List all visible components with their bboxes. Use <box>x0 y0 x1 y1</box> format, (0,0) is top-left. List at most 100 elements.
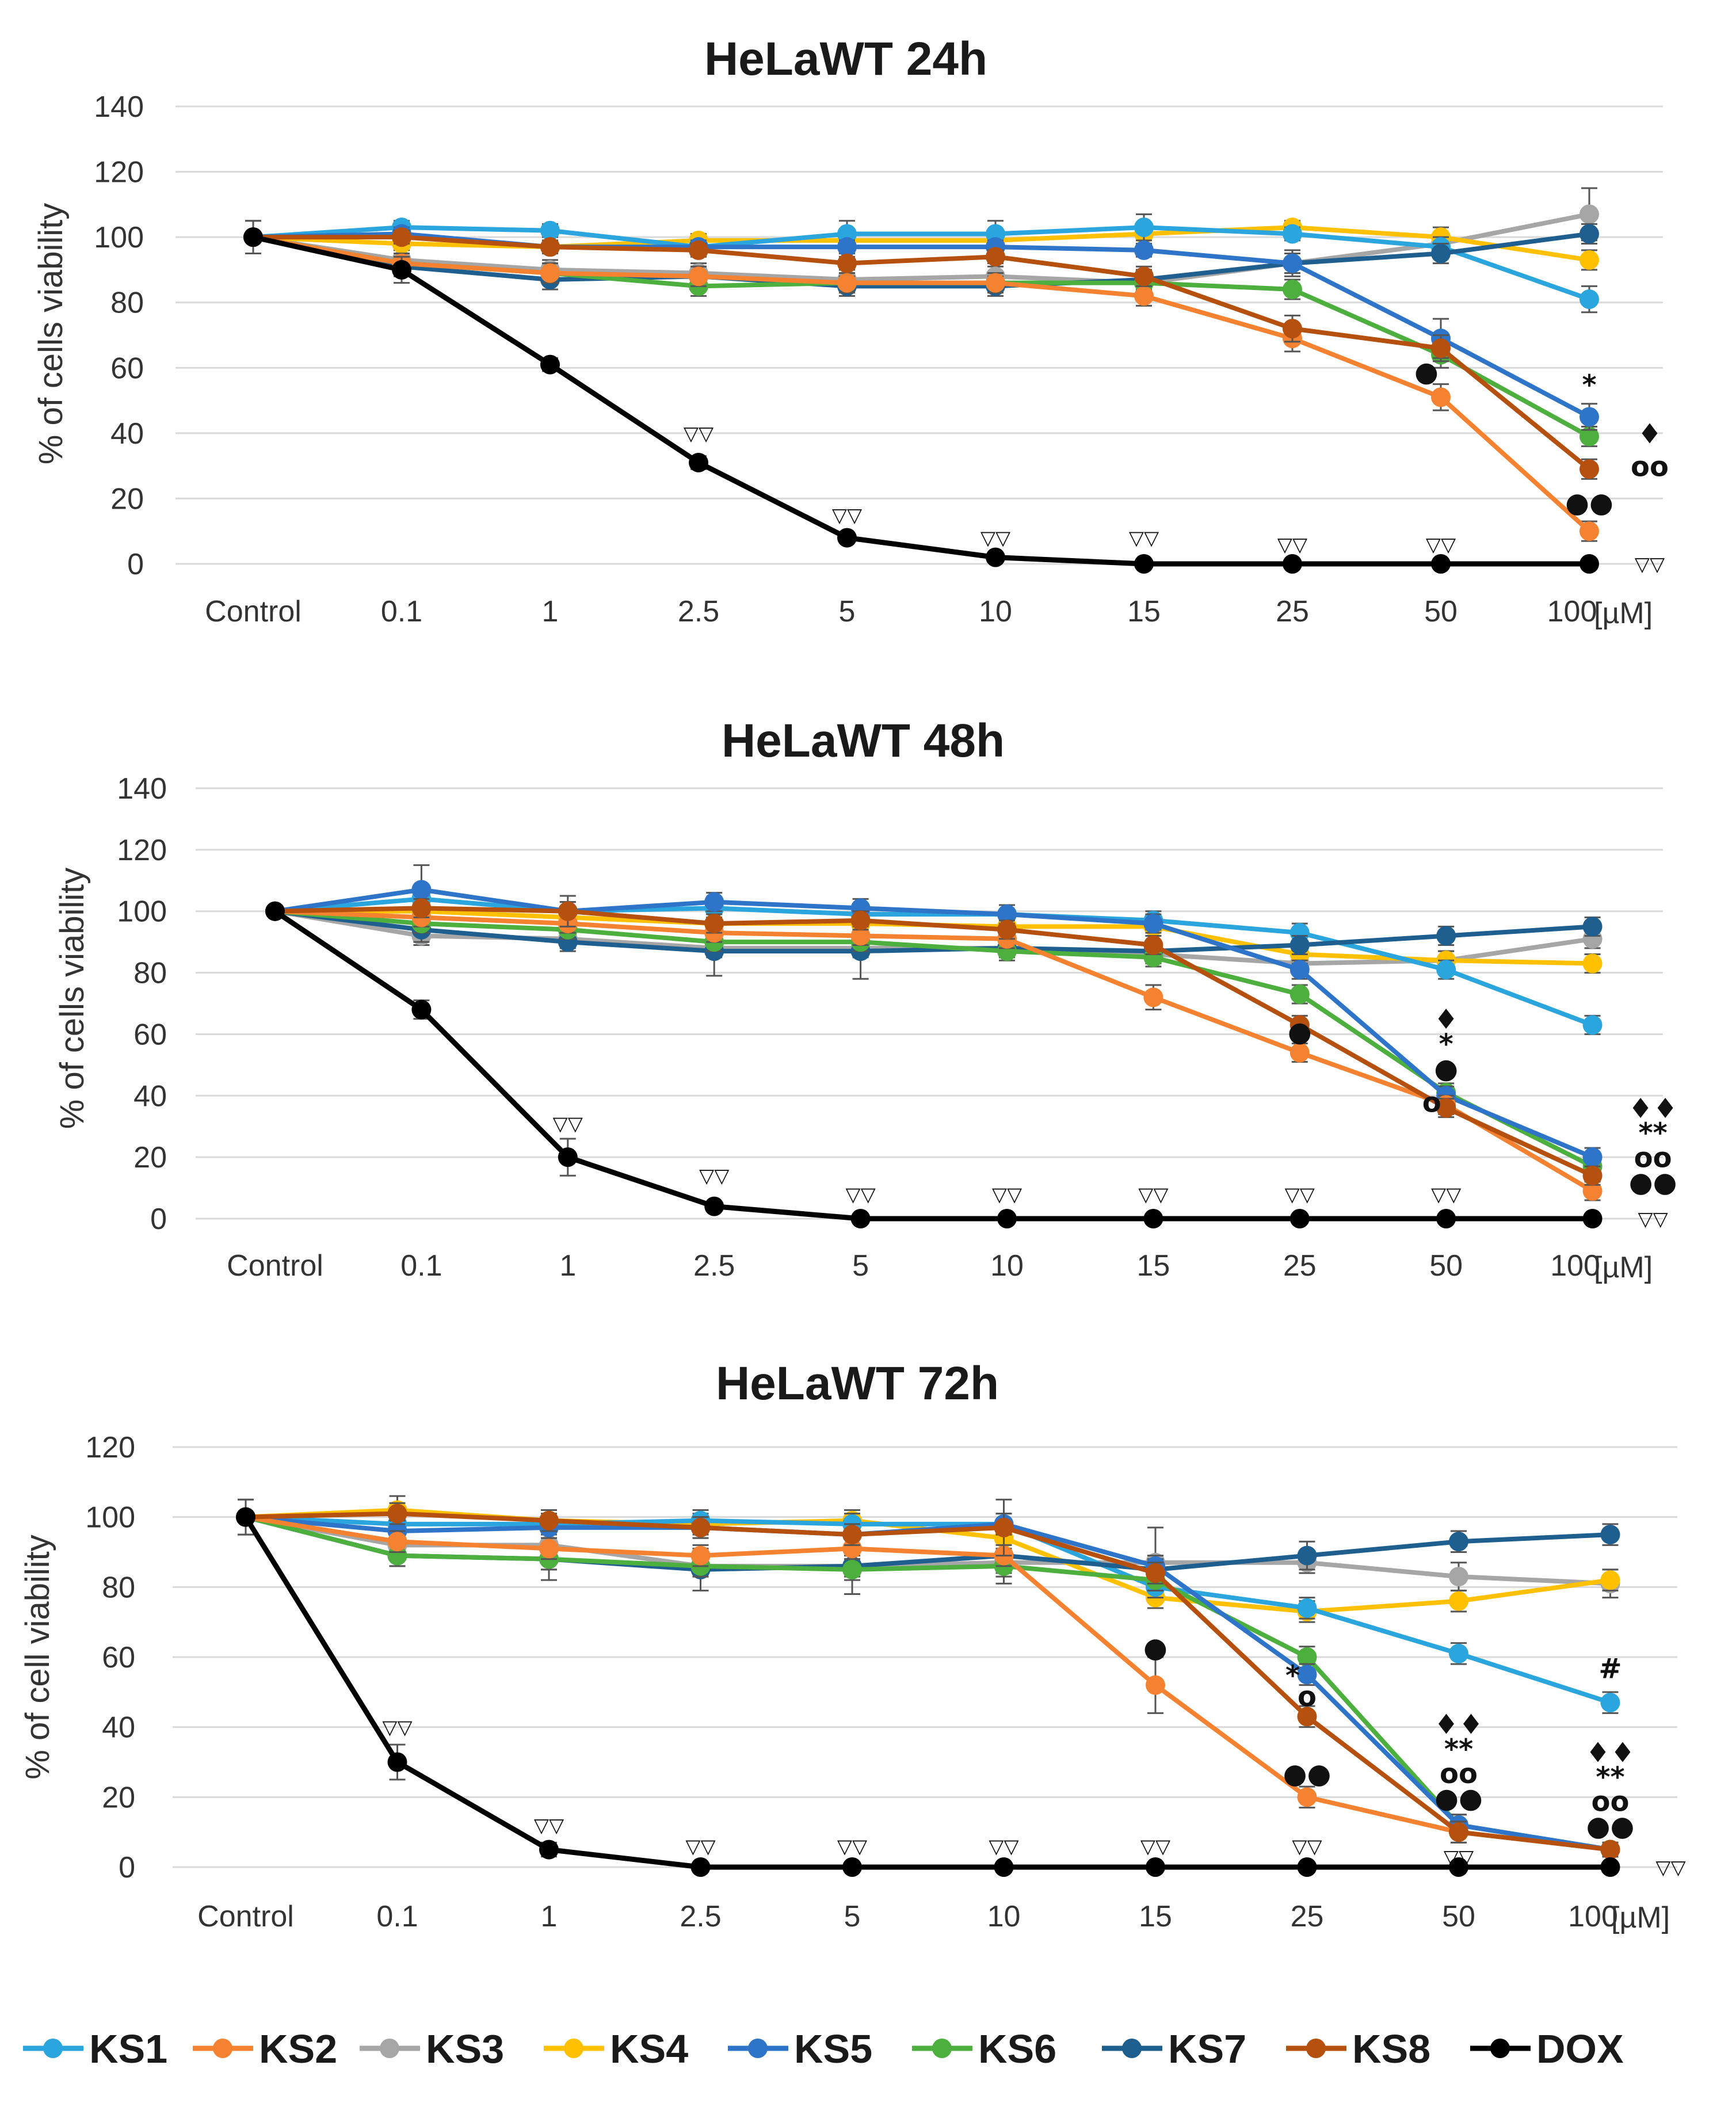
data-point <box>1297 1857 1317 1877</box>
data-point <box>1297 1598 1317 1618</box>
data-point <box>558 901 578 921</box>
data-point <box>1431 338 1451 358</box>
data-point <box>1146 1675 1165 1695</box>
legend-item-ks6: KS6 <box>912 2026 1056 2071</box>
legend-item-ks3: KS3 <box>360 2026 504 2071</box>
x-tick-label: Control <box>197 1900 294 1933</box>
y-tick-label: 0 <box>127 548 144 581</box>
x-tick-label: 2.5 <box>680 1900 721 1933</box>
data-point <box>1600 1857 1620 1877</box>
data-point <box>1289 1209 1310 1228</box>
data-point <box>1134 266 1154 287</box>
data-point <box>411 898 432 918</box>
series-line <box>253 231 1590 289</box>
data-point <box>411 999 432 1020</box>
data-point <box>1431 554 1451 574</box>
x-tick-label: 10 <box>987 1900 1021 1933</box>
annotation-mark: ▽▽ <box>553 1112 583 1135</box>
data-point <box>1143 987 1163 1007</box>
data-point <box>1146 1857 1165 1877</box>
data-point <box>1143 914 1163 934</box>
data-point <box>1283 224 1302 244</box>
data-point <box>1134 286 1154 306</box>
annotation-mark: * <box>1582 369 1596 401</box>
legend-label: KS7 <box>1168 2026 1246 2071</box>
data-point <box>837 528 857 548</box>
annotation-mark: ● <box>1414 356 1439 388</box>
annotation-mark: ▽▽ <box>1129 527 1159 550</box>
y-tick-label: 60 <box>102 1641 135 1674</box>
y-tick-label: 60 <box>110 352 144 385</box>
legend-swatch-marker <box>213 2039 232 2058</box>
y-tick-label: 120 <box>117 834 167 867</box>
y-tick-label: 20 <box>110 482 144 516</box>
data-point <box>1600 1525 1620 1545</box>
x-tick-label: 100 <box>1547 595 1597 628</box>
legend-item-ks4: KS4 <box>544 2026 688 2071</box>
data-point <box>1582 1166 1603 1186</box>
data-point <box>704 1196 724 1216</box>
data-point <box>1297 1545 1317 1566</box>
series-line <box>274 896 1594 1028</box>
annotation-mark: ♦ <box>1434 1003 1459 1036</box>
annotation-mark: ▽▽ <box>684 422 714 445</box>
series-ks8 <box>243 227 1599 480</box>
x-tick-label: 50 <box>1429 1249 1463 1283</box>
annotation-mark: ▽▽ <box>1285 1183 1315 1206</box>
data-point <box>1143 1209 1163 1228</box>
legend: KS1 KS2 KS3 KS4 KS5 KS6 KS7 KS8 DOX <box>23 2026 1624 2071</box>
x-tick-label: 1 <box>542 595 559 628</box>
annotation-mark: ** <box>1638 1117 1667 1150</box>
data-point <box>392 227 411 247</box>
y-tick-label: 80 <box>133 957 167 990</box>
x-tick-label: 100 <box>1550 1249 1600 1283</box>
legend-swatch-marker <box>380 2039 399 2058</box>
x-tick-label: 15 <box>1139 1900 1172 1933</box>
series-line <box>274 909 1594 1193</box>
significance-annotations: ▽▽ ▽▽ ▽▽ ▽▽ ▽▽ ▽▽ ▽▽ ● * ♦oo ●● <box>684 356 1669 576</box>
series-line <box>253 225 1590 301</box>
annotation-mark: ● <box>1288 1016 1312 1048</box>
series-line <box>274 909 1593 954</box>
x-tick-label: 15 <box>1127 595 1161 628</box>
data-point <box>1449 1567 1468 1587</box>
data-point <box>837 273 857 293</box>
data-point <box>265 901 285 921</box>
data-point <box>1436 1098 1456 1118</box>
unit-label: [µM] <box>1594 597 1653 630</box>
annotation-mark: o <box>1298 1681 1317 1713</box>
x-tick-label: 25 <box>1291 1900 1324 1933</box>
data-point <box>997 904 1017 925</box>
legend-item-ks1: KS1 <box>23 2026 167 2071</box>
x-tick-label: 100 <box>1568 1900 1618 1933</box>
data-point <box>1449 1822 1468 1842</box>
annotation-mark: ●● <box>1586 1810 1635 1842</box>
x-tick-label: 10 <box>990 1249 1024 1283</box>
data-point <box>236 1507 255 1527</box>
annotation-mark: ▽▽ <box>1426 533 1456 556</box>
data-point <box>387 1545 407 1566</box>
series-ks5 <box>265 864 1603 1167</box>
y-tick-label: 100 <box>117 895 167 929</box>
annotation-mark: ▽▽ <box>837 1835 868 1858</box>
data-point <box>1449 1857 1468 1877</box>
data-point <box>1134 554 1154 574</box>
annotation-mark: * <box>1439 1028 1453 1060</box>
annotation-mark: ▽▽ <box>1292 1835 1322 1858</box>
y-tick-label: 40 <box>110 417 144 451</box>
legend-item-ks7: KS7 <box>1102 2026 1246 2071</box>
data-point <box>411 880 432 900</box>
legend-swatch-marker <box>43 2039 63 2058</box>
data-point <box>1579 554 1599 574</box>
data-point <box>1582 953 1603 974</box>
x-tick-label: 0.1 <box>376 1900 418 1933</box>
y-tick-label: 80 <box>110 287 144 320</box>
y-tick-label: 100 <box>85 1501 135 1535</box>
data-point <box>842 1857 862 1877</box>
data-point <box>1579 426 1599 446</box>
x-tick-label: 1 <box>541 1900 558 1933</box>
data-point <box>539 1539 559 1559</box>
data-point <box>1449 1591 1468 1611</box>
x-tick-label: 10 <box>979 595 1012 628</box>
data-point <box>539 1510 559 1531</box>
